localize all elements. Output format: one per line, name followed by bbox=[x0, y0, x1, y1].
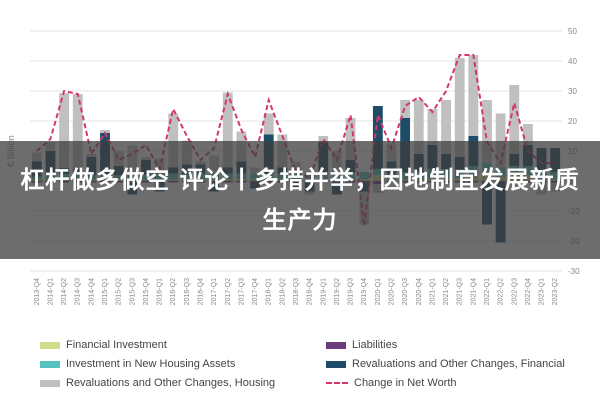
bar-segment bbox=[454, 58, 465, 157]
legend-label: Liabilities bbox=[352, 339, 398, 351]
legend-swatch bbox=[326, 341, 346, 349]
legend-item-change-net-worth: Change in Net Worth bbox=[326, 374, 457, 392]
legend-swatch bbox=[40, 360, 60, 368]
bar-segment bbox=[482, 100, 492, 163]
x-tick-label: 2020-Q3 bbox=[402, 278, 409, 305]
bar-segment bbox=[441, 100, 451, 154]
bar-segment bbox=[263, 113, 274, 135]
y-tick-label: 30 bbox=[568, 87, 577, 96]
bar-segment bbox=[495, 113, 506, 168]
x-tick-label: 2015-Q2 bbox=[116, 278, 123, 305]
legend-label: Change in Net Worth bbox=[354, 377, 457, 389]
legend-swatch bbox=[326, 382, 348, 384]
bar-segment bbox=[522, 124, 533, 145]
legend-label: Financial Investment bbox=[66, 339, 167, 351]
x-tick-label: 2017-Q3 bbox=[238, 278, 245, 305]
x-tick-label: 2019-Q2 bbox=[334, 278, 341, 305]
x-tick-label: 2021-Q2 bbox=[443, 278, 450, 305]
x-tick-label: 2014-Q4 bbox=[88, 278, 95, 305]
legend-label: Investment in New Housing Assets bbox=[66, 358, 236, 370]
y-tick-label: -30 bbox=[568, 267, 580, 276]
legend-label: Revaluations and Other Changes, Financia… bbox=[352, 358, 565, 370]
x-tick-label: 2015-Q3 bbox=[129, 278, 136, 305]
bar-segment bbox=[413, 100, 424, 154]
x-tick-label: 2014-Q1 bbox=[47, 278, 54, 305]
bar-segment bbox=[427, 109, 438, 145]
x-tick-label: 2018-Q4 bbox=[307, 278, 314, 305]
x-tick-label: 2013-Q4 bbox=[34, 278, 41, 305]
bar-segment bbox=[72, 94, 83, 169]
x-tick-label: 2018-Q1 bbox=[266, 278, 273, 305]
y-tick-label: 50 bbox=[568, 27, 577, 36]
bar-segment bbox=[168, 113, 179, 168]
x-tick-label: 2016-Q1 bbox=[157, 278, 164, 305]
x-tick-label: 2018-Q3 bbox=[293, 278, 300, 305]
x-tick-label: 2019-Q1 bbox=[320, 278, 327, 305]
legend-swatch bbox=[40, 379, 60, 387]
legend-label: Revaluations and Other Changes, Housing bbox=[66, 377, 276, 389]
x-tick-label: 2014-Q3 bbox=[75, 278, 82, 305]
legend-swatch bbox=[326, 360, 346, 368]
x-tick-label: 2014-Q2 bbox=[61, 278, 68, 305]
y-tick-label: 20 bbox=[568, 117, 577, 126]
x-tick-label: 2020-Q1 bbox=[375, 278, 382, 305]
x-tick-label: 2020-Q2 bbox=[388, 278, 395, 305]
title-overlay-banner: 杠杆做多做空 评论丨多措并举，因地制宜发展新质生产力 bbox=[0, 141, 600, 259]
x-tick-label: 2016-Q3 bbox=[184, 278, 191, 305]
overlay-title: 杠杆做多做空 评论丨多措并举，因地制宜发展新质生产力 bbox=[20, 166, 580, 234]
bar-segment bbox=[222, 92, 233, 168]
y-tick-label: 40 bbox=[568, 57, 577, 66]
x-tick-label: 2015-Q1 bbox=[102, 278, 109, 305]
legend-item-investment-new-housing: Investment in New Housing Assets bbox=[40, 355, 235, 373]
x-tick-label: 2022-Q4 bbox=[525, 278, 532, 305]
x-tick-label: 2021-Q1 bbox=[429, 278, 436, 305]
x-tick-label: 2021-Q3 bbox=[457, 278, 464, 305]
bar-segment bbox=[59, 93, 70, 169]
bar-segment bbox=[345, 118, 356, 160]
x-tick-label: 2017-Q2 bbox=[225, 278, 232, 305]
x-tick-label: 2017-Q4 bbox=[252, 278, 259, 305]
x-tick-label: 2015-Q4 bbox=[143, 278, 150, 305]
bar-segment bbox=[509, 85, 520, 154]
x-tick-label: 2023-Q1 bbox=[539, 278, 546, 305]
legend-item-financial-investment: Financial Investment bbox=[40, 336, 167, 354]
legend-item-revaluations-financial: Revaluations and Other Changes, Financia… bbox=[326, 355, 565, 373]
x-tick-label: 2023-Q2 bbox=[552, 278, 559, 305]
x-tick-label: 2018-Q2 bbox=[279, 278, 286, 305]
x-tick-label: 2022-Q1 bbox=[484, 278, 491, 305]
x-tick-label: 2017-Q1 bbox=[211, 278, 218, 305]
x-tick-label: 2022-Q2 bbox=[498, 278, 505, 305]
x-tick-label: 2016-Q2 bbox=[170, 278, 177, 305]
legend-item-liabilities: Liabilities bbox=[326, 336, 397, 354]
legend-item-revaluations-housing: Revaluations and Other Changes, Housing bbox=[40, 374, 275, 392]
x-tick-label: 2016-Q4 bbox=[198, 278, 205, 305]
x-tick-label: 2022-Q3 bbox=[511, 278, 518, 305]
x-tick-label: 2019-Q4 bbox=[361, 278, 368, 305]
legend-swatch bbox=[40, 341, 60, 349]
x-tick-label: 2021-Q4 bbox=[470, 278, 477, 305]
x-tick-label: 2020-Q4 bbox=[416, 278, 423, 305]
x-tick-label: 2019-Q3 bbox=[348, 278, 355, 305]
chart-legend: Financial Investment Liabilities Investm… bbox=[40, 336, 580, 396]
bar-segment bbox=[318, 136, 329, 142]
bar-segment bbox=[468, 55, 479, 136]
bar-segment bbox=[372, 106, 383, 169]
